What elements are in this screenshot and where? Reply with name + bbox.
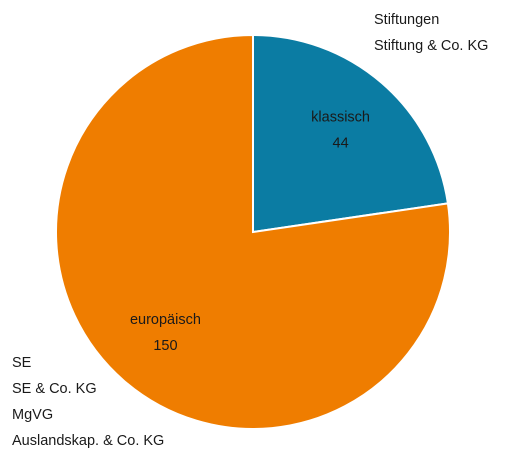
pie-slice bbox=[55, 33, 451, 430]
annotation: Stiftungen bbox=[374, 12, 439, 28]
slice-label: klassisch bbox=[311, 109, 370, 125]
slice-label: europäisch bbox=[130, 312, 201, 328]
annotation: SE bbox=[12, 355, 32, 371]
annotation: Stiftung & Co. KG bbox=[374, 38, 488, 54]
slice-value: 150 bbox=[153, 338, 177, 354]
annotation: MgVG bbox=[12, 407, 53, 423]
pie-slice bbox=[252, 33, 450, 234]
annotation: SE & Co. KG bbox=[12, 381, 97, 397]
slice-value: 44 bbox=[333, 135, 349, 151]
annotation: Auslandskap. & Co. KG bbox=[12, 433, 164, 449]
